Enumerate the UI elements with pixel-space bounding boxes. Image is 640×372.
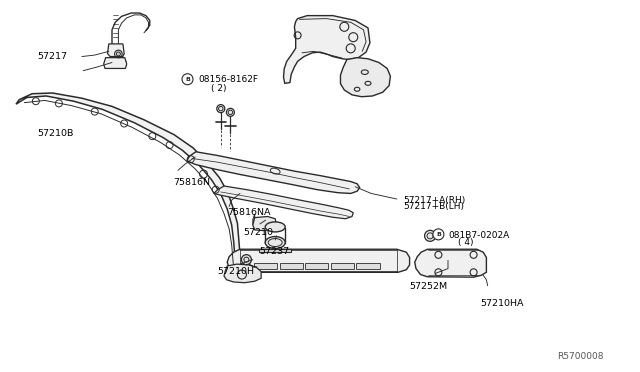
Circle shape xyxy=(217,105,225,113)
Text: 08156-8162F: 08156-8162F xyxy=(198,76,259,84)
Text: 57217+B(LH): 57217+B(LH) xyxy=(403,202,464,211)
Circle shape xyxy=(116,52,120,56)
Polygon shape xyxy=(16,93,242,277)
Polygon shape xyxy=(104,58,127,68)
Ellipse shape xyxy=(265,237,285,248)
Polygon shape xyxy=(253,217,276,231)
Text: B: B xyxy=(185,77,190,82)
Text: B: B xyxy=(436,232,441,237)
Polygon shape xyxy=(415,249,486,277)
Polygon shape xyxy=(356,263,380,269)
Text: ( 4): ( 4) xyxy=(458,238,473,247)
Text: ( 2): ( 2) xyxy=(211,84,227,93)
Polygon shape xyxy=(227,249,410,272)
Text: 57217+A(RH): 57217+A(RH) xyxy=(403,196,465,205)
Text: 75816NA: 75816NA xyxy=(227,208,271,217)
Polygon shape xyxy=(253,214,255,225)
Polygon shape xyxy=(284,16,370,83)
Polygon shape xyxy=(187,152,360,193)
Circle shape xyxy=(227,108,234,116)
Polygon shape xyxy=(254,263,277,269)
Text: R5700008: R5700008 xyxy=(557,352,604,361)
Text: 57217: 57217 xyxy=(37,52,67,61)
Circle shape xyxy=(241,255,252,264)
Circle shape xyxy=(433,229,444,240)
Circle shape xyxy=(424,230,436,241)
Polygon shape xyxy=(214,186,353,219)
Polygon shape xyxy=(280,263,303,269)
Polygon shape xyxy=(340,58,390,97)
Circle shape xyxy=(182,74,193,85)
Polygon shape xyxy=(108,44,124,57)
Text: 57210B: 57210B xyxy=(37,129,74,138)
Polygon shape xyxy=(331,263,354,269)
Text: 57237: 57237 xyxy=(259,247,289,256)
Text: 57210H: 57210H xyxy=(218,267,255,276)
Text: 081B7-0202A: 081B7-0202A xyxy=(448,231,509,240)
Text: 57252M: 57252M xyxy=(410,282,448,291)
Ellipse shape xyxy=(265,222,285,232)
Text: 75816N: 75816N xyxy=(173,178,210,187)
Text: 57210: 57210 xyxy=(243,228,273,237)
Polygon shape xyxy=(259,249,291,252)
Text: 57210HA: 57210HA xyxy=(480,299,524,308)
Polygon shape xyxy=(224,264,261,283)
Polygon shape xyxy=(305,263,328,269)
